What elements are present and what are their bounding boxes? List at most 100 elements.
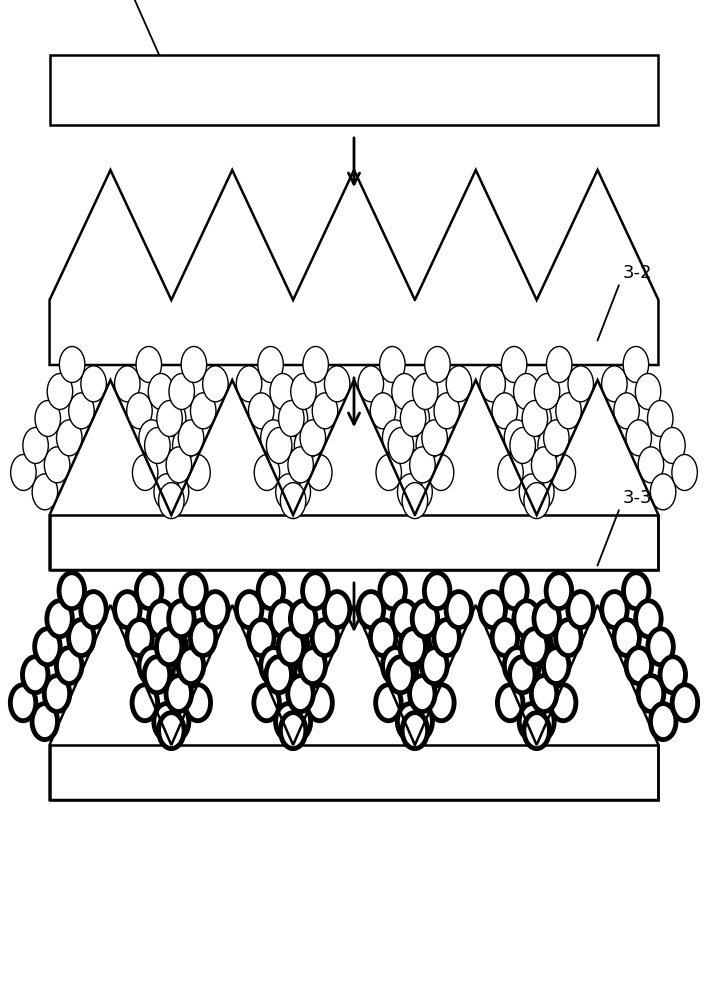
Circle shape — [638, 447, 663, 483]
Circle shape — [400, 629, 426, 665]
Circle shape — [434, 393, 459, 429]
Circle shape — [275, 704, 301, 740]
Circle shape — [492, 620, 518, 656]
Circle shape — [149, 601, 174, 637]
Circle shape — [502, 573, 527, 609]
Circle shape — [285, 704, 311, 740]
Circle shape — [47, 373, 73, 409]
Circle shape — [178, 648, 204, 684]
Circle shape — [648, 629, 673, 665]
Circle shape — [635, 373, 661, 409]
Circle shape — [529, 474, 554, 510]
Circle shape — [312, 620, 338, 656]
Circle shape — [526, 629, 552, 665]
Circle shape — [202, 366, 228, 402]
Circle shape — [660, 657, 685, 693]
Circle shape — [504, 648, 530, 684]
Circle shape — [115, 592, 140, 628]
Circle shape — [504, 420, 530, 456]
Circle shape — [529, 704, 554, 740]
Circle shape — [303, 346, 329, 382]
Circle shape — [550, 685, 576, 721]
Circle shape — [428, 454, 454, 490]
Circle shape — [44, 676, 69, 712]
Circle shape — [379, 346, 405, 382]
Circle shape — [556, 620, 581, 656]
Circle shape — [185, 454, 210, 490]
Circle shape — [446, 366, 472, 402]
Circle shape — [302, 573, 328, 609]
Circle shape — [532, 447, 557, 483]
Circle shape — [614, 393, 639, 429]
Circle shape — [266, 427, 292, 463]
Circle shape — [57, 420, 82, 456]
Circle shape — [510, 427, 535, 463]
Circle shape — [568, 592, 593, 628]
Circle shape — [290, 601, 316, 637]
Circle shape — [397, 474, 423, 510]
Circle shape — [190, 393, 216, 429]
Circle shape — [59, 346, 85, 382]
Circle shape — [498, 454, 523, 490]
Circle shape — [535, 373, 560, 409]
Circle shape — [270, 373, 295, 409]
Circle shape — [287, 676, 313, 712]
Circle shape — [81, 592, 106, 628]
Circle shape — [23, 657, 48, 693]
Circle shape — [324, 366, 350, 402]
Circle shape — [446, 592, 472, 628]
Circle shape — [428, 685, 454, 721]
Circle shape — [556, 393, 581, 429]
Circle shape — [422, 420, 447, 456]
Circle shape — [510, 657, 535, 693]
Circle shape — [538, 427, 564, 463]
Circle shape — [261, 648, 286, 684]
Circle shape — [300, 420, 326, 456]
Circle shape — [273, 676, 299, 712]
Circle shape — [524, 713, 549, 749]
Circle shape — [136, 346, 161, 382]
Circle shape — [614, 620, 639, 656]
Circle shape — [45, 447, 70, 483]
Circle shape — [273, 447, 298, 483]
Circle shape — [376, 454, 401, 490]
Circle shape — [312, 393, 338, 429]
Circle shape — [480, 592, 506, 628]
Circle shape — [370, 393, 396, 429]
Circle shape — [261, 420, 286, 456]
Circle shape — [185, 685, 210, 721]
Circle shape — [164, 474, 189, 510]
Bar — [50, 515, 658, 570]
Circle shape — [416, 657, 442, 693]
Circle shape — [156, 629, 182, 665]
Circle shape — [35, 629, 60, 665]
Circle shape — [602, 366, 627, 402]
Circle shape — [416, 427, 442, 463]
Circle shape — [388, 657, 413, 693]
Circle shape — [173, 427, 198, 463]
Circle shape — [178, 420, 204, 456]
Circle shape — [400, 400, 426, 436]
Circle shape — [139, 420, 164, 456]
Circle shape — [190, 620, 216, 656]
Circle shape — [164, 704, 189, 740]
Circle shape — [144, 427, 170, 463]
Circle shape — [202, 592, 228, 628]
Circle shape — [295, 427, 320, 463]
Circle shape — [546, 573, 571, 609]
Circle shape — [639, 676, 664, 712]
Circle shape — [651, 704, 676, 740]
Circle shape — [11, 454, 36, 490]
Circle shape — [307, 685, 332, 721]
Bar — [50, 55, 658, 125]
Circle shape — [32, 474, 57, 510]
Circle shape — [81, 366, 106, 402]
Circle shape — [132, 454, 158, 490]
Circle shape — [295, 657, 320, 693]
Circle shape — [156, 400, 182, 436]
Circle shape — [181, 346, 207, 382]
Circle shape — [501, 346, 527, 382]
Circle shape — [514, 601, 539, 637]
Circle shape — [422, 648, 447, 684]
Circle shape — [169, 601, 194, 637]
